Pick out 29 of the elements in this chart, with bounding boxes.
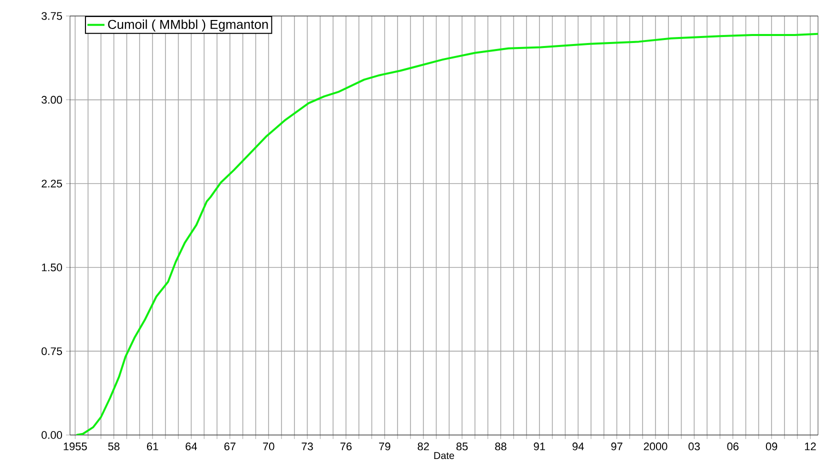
x-tick-label: 64 (186, 442, 197, 450)
x-tick-label: 88 (495, 442, 506, 450)
x-tick-label: 06 (727, 442, 738, 450)
x-tick-label: 09 (766, 442, 778, 450)
y-tick-label: 3.00 (42, 96, 62, 104)
x-tick-label: 67 (224, 442, 236, 450)
x-tick-label: 2000 (644, 442, 668, 450)
x-tick-label: 1955 (64, 442, 87, 450)
x-tick-label: 73 (302, 442, 313, 450)
x-axis-title: Date (434, 452, 454, 460)
legend-label: Cumoil ( MMbbl ) Egmanton (108, 19, 268, 32)
line-series (75, 32, 818, 435)
x-tick-label: 03 (688, 442, 700, 450)
x-tick-label: 82 (418, 442, 429, 450)
y-tick-label: 3.75 (42, 12, 62, 20)
x-tick-label: 12 (805, 442, 816, 450)
x-tick-label: 61 (147, 442, 158, 450)
y-tick-label: 0.00 (42, 431, 62, 439)
x-tick-label: 79 (379, 442, 390, 450)
y-tick-label: 1.50 (42, 264, 62, 272)
x-tick-label: 70 (263, 442, 274, 450)
y-tick-label: 0.75 (42, 347, 62, 356)
y-tick-label: 2.25 (42, 180, 62, 188)
x-tick-label: 58 (108, 442, 120, 450)
x-tick-label: 91 (534, 442, 545, 450)
x-tick-label: 94 (572, 442, 584, 450)
x-tick-label: 76 (340, 442, 352, 450)
x-tick-label: 85 (456, 442, 468, 450)
x-tick-label: 97 (611, 442, 622, 450)
